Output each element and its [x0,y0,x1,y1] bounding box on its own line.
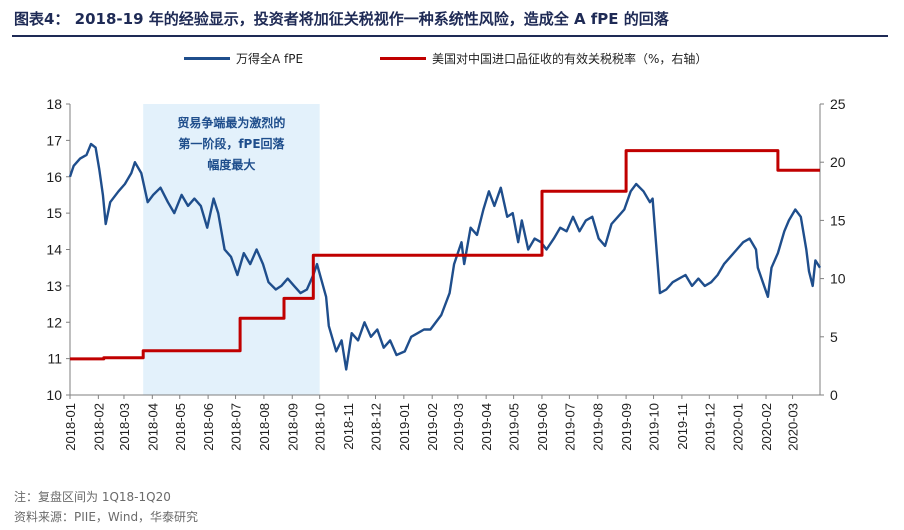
right-y-tick-label: 10 [830,271,846,287]
legend-label-tariff: 美国对中国进口品征收的有效关税税率（%，右轴） [432,52,708,66]
x-tick-label: 2019-06 [535,403,550,451]
x-tick-label: 2018-11 [341,403,356,450]
annotation-text-line: 贸易争端最为激烈的 [177,115,285,130]
x-tick-label: 2018-04 [145,403,160,451]
annotation-shaded-region [143,104,320,395]
x-tick-label: 2018-01 [63,403,78,451]
legend-label-fpe: 万得全A fPE [236,52,304,66]
x-tick-label: 2018-02 [91,403,106,451]
x-tick-label: 2019-10 [647,403,662,451]
left-y-tick-label: 15 [46,205,62,221]
left-y-tick-label: 13 [46,278,62,294]
x-tick-label: 2019-04 [479,403,494,451]
x-tick-label: 2018-09 [285,403,300,451]
title-divider [12,35,888,37]
x-tick-label: 2019-11 [675,403,690,450]
series-line-tariff [70,149,820,361]
x-tick-label: 2019-07 [562,403,577,451]
right-y-tick-label: 5 [830,329,838,345]
x-tick-label: 2019-05 [507,403,522,451]
right-y-tick-label: 15 [830,212,846,228]
series-line-fpe [68,142,822,371]
left-y-tick-label: 14 [46,242,62,258]
x-tick-label: 2018-05 [173,403,188,451]
legend-swatch-fpe [184,57,230,60]
chart-note: 注：复盘区间为 1Q18-1Q20 [14,490,171,504]
x-tick-label: 2019-08 [591,403,606,451]
legend-swatch-tariff [380,57,426,60]
legend-item-tariff: 美国对中国进口品征收的有效关税税率（%，右轴） [380,50,707,67]
chart-source: 资料来源：PIIE，Wind，华泰研究 [14,510,199,524]
left-y-tick-label: 12 [46,314,62,330]
x-tick-label: 2019-12 [702,403,717,451]
x-tick-label: 2019-03 [451,403,466,451]
right-y-tick-label: 0 [830,387,838,403]
left-y-tick-label: 18 [46,96,62,112]
figure-title: 图表4： 2018-19 年的经验显示，投资者将加征关税视作一种系统性风险，造成… [14,10,669,28]
right-y-tick-label: 20 [830,154,846,170]
x-tick-label: 2019-09 [619,403,634,451]
x-tick-label: 2020-01 [731,403,746,451]
x-tick-label: 2018-10 [313,403,328,451]
left-y-tick-label: 10 [46,387,62,403]
x-tick-label: 2018-07 [229,403,244,451]
x-tick-label: 2019-02 [425,403,440,451]
left-y-tick-label: 16 [46,169,62,185]
x-tick-label: 2018-08 [257,403,272,451]
annotation-text-line: 幅度最大 [207,157,255,172]
legend-item-fpe: 万得全A fPE [184,50,303,67]
x-tick-label: 2019-01 [397,403,412,451]
x-tick-label: 2018-12 [368,403,383,451]
chart-legend: 万得全A fPE 美国对中国进口品征收的有效关税税率（%，右轴） [0,48,904,70]
x-tick-label: 2020-03 [786,403,801,451]
left-y-tick-label: 11 [47,351,62,367]
x-tick-label: 2020-02 [759,403,774,451]
right-y-tick-label: 25 [830,96,846,112]
x-tick-label: 2018-03 [117,403,132,451]
annotation-text-line: 第一阶段，fPE回落 [178,136,285,151]
left-y-tick-label: 17 [46,132,62,148]
x-tick-label: 2018-06 [201,403,216,451]
